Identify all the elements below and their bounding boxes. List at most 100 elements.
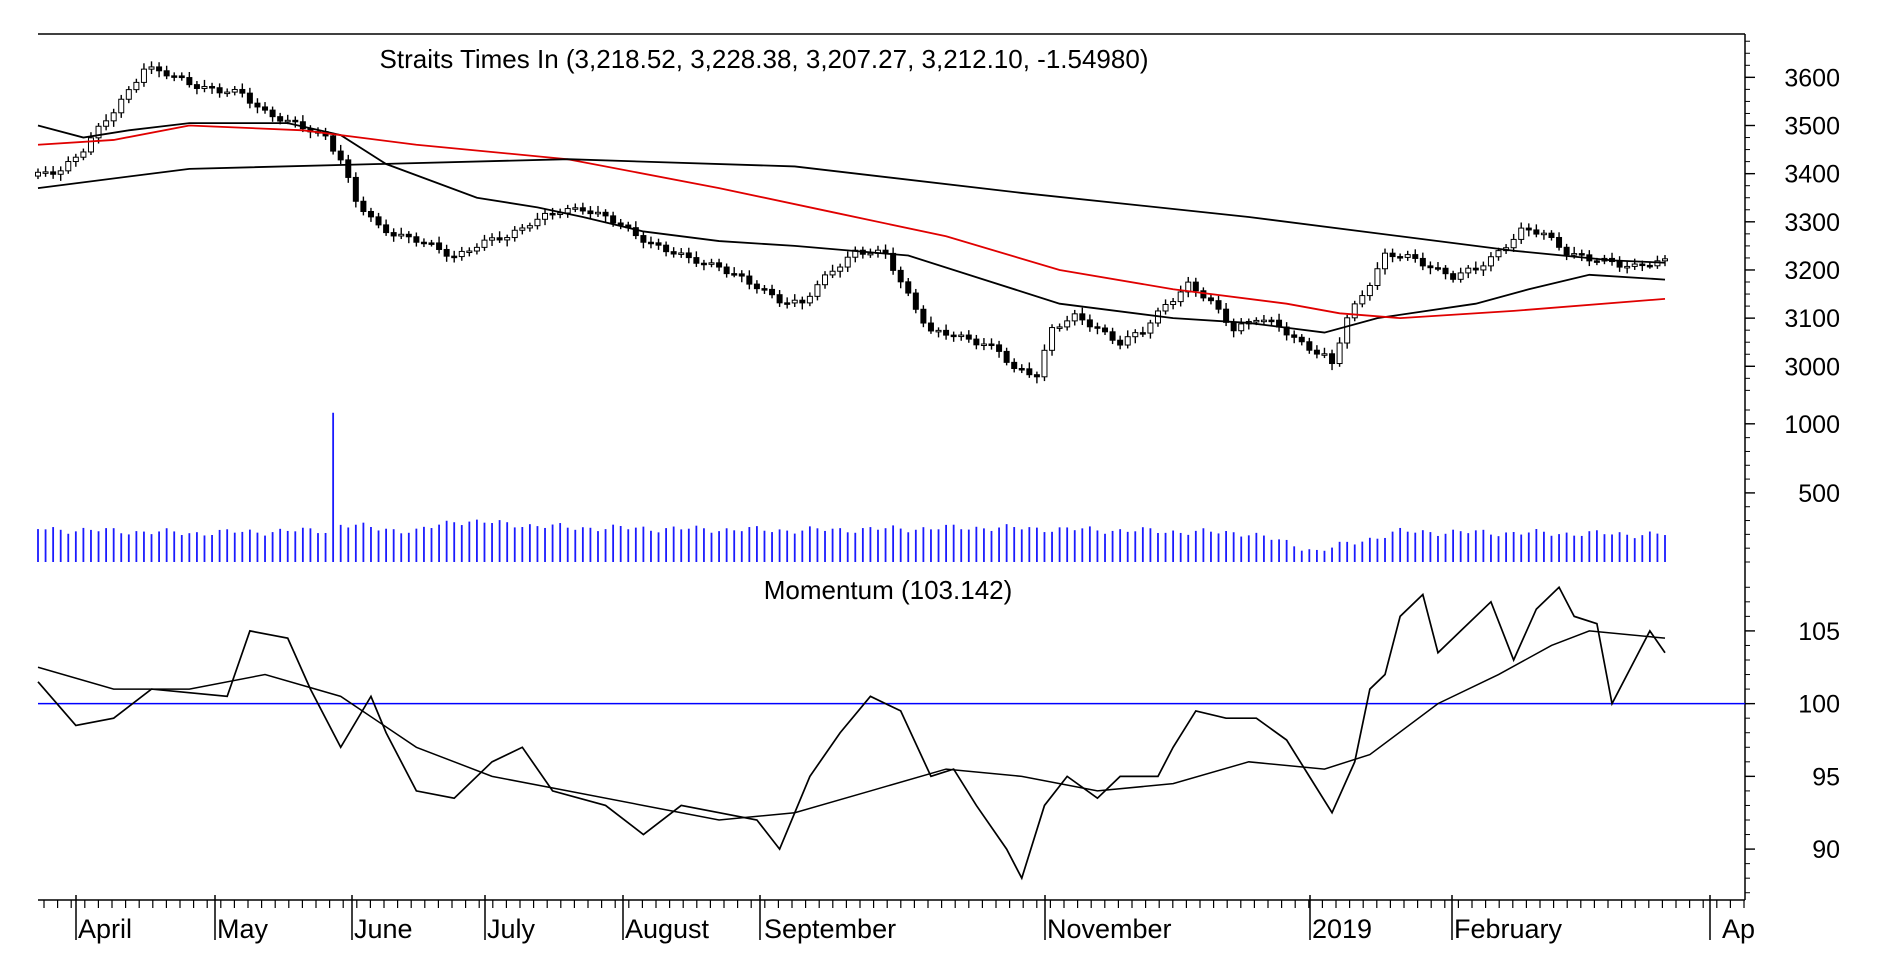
- candle-body: [436, 242, 443, 250]
- moving-average-lines: [37, 122, 1666, 334]
- candle-body: [511, 229, 518, 239]
- candle-body: [1427, 265, 1434, 269]
- x-tick-label: Ap: [1722, 914, 1755, 944]
- candle-body: [398, 233, 405, 237]
- candle-body: [526, 225, 533, 229]
- candle-body: [352, 176, 359, 202]
- plot-area-frame: [38, 33, 1746, 901]
- candle-body: [1011, 361, 1018, 369]
- candle-body: [1041, 349, 1048, 378]
- candle-body: [156, 66, 163, 72]
- candle-body: [1139, 332, 1146, 335]
- candle-body: [905, 281, 912, 294]
- candle-body: [1147, 322, 1154, 334]
- candle-body: [1540, 232, 1547, 236]
- candle-body: [1192, 281, 1199, 292]
- candle-body: [594, 211, 601, 215]
- candle-body: [1472, 267, 1479, 271]
- candle-body: [269, 109, 276, 118]
- candle-body: [413, 236, 420, 243]
- momentum-axis-tick-label: 100: [1798, 691, 1840, 719]
- candle-body: [1177, 291, 1184, 303]
- candle-body: [140, 68, 147, 83]
- candle-body: [912, 292, 919, 310]
- candle-body: [42, 171, 49, 174]
- candle-body: [405, 233, 412, 238]
- candle-body: [489, 237, 496, 241]
- x-tick-label: November: [1047, 914, 1172, 944]
- candle-body: [1480, 265, 1487, 271]
- candle-body: [443, 248, 450, 257]
- red-moving-average-line: [37, 124, 1666, 320]
- candle-body: [1533, 229, 1540, 235]
- candle-body: [1329, 353, 1336, 365]
- candle-body: [1170, 301, 1177, 306]
- candle-body: [1548, 232, 1555, 238]
- price-axis-tick-label: 3100: [1784, 305, 1840, 333]
- price-axis-tick-label: 3600: [1784, 64, 1840, 92]
- candle-body: [647, 241, 654, 245]
- candle-body: [617, 222, 624, 226]
- candle-body: [897, 269, 904, 283]
- candle-body: [367, 210, 374, 218]
- candle-body: [148, 66, 155, 70]
- moving-average-line: [37, 158, 1666, 264]
- candle-body: [1434, 267, 1441, 270]
- candle-body: [383, 224, 390, 234]
- candle-body: [1419, 257, 1426, 267]
- candle-body: [814, 284, 821, 297]
- candle-body: [542, 212, 549, 220]
- candle-body: [360, 200, 367, 212]
- candle-body: [133, 81, 140, 91]
- candle-body: [1313, 349, 1320, 355]
- candle-body: [746, 275, 753, 285]
- candle-body: [481, 239, 488, 248]
- volume-axis-tick-label: 1000: [1784, 411, 1840, 439]
- candle-body: [950, 334, 957, 338]
- candle-body: [655, 242, 662, 246]
- candle-body: [1117, 339, 1124, 346]
- price-axis-tick-label: 3000: [1784, 353, 1840, 381]
- candle-body: [231, 88, 238, 93]
- candle-body: [927, 322, 934, 332]
- candle-body: [1200, 290, 1207, 299]
- moving-average-line: [37, 122, 1666, 334]
- candle-body: [1450, 273, 1457, 280]
- candle-body: [1102, 327, 1109, 333]
- candle-body: [1094, 326, 1101, 329]
- x-tick-label: April: [78, 914, 132, 944]
- x-axis: April May June July August September November 2…: [43, 895, 1755, 944]
- candle-body: [784, 302, 791, 305]
- candle-body: [1003, 350, 1010, 363]
- candle-body: [1306, 341, 1313, 351]
- candle-body: [1662, 258, 1668, 262]
- candle-body: [678, 252, 685, 255]
- candle-body: [1457, 272, 1464, 280]
- candle-body: [867, 252, 874, 256]
- candle-body: [632, 227, 639, 237]
- candle-body: [1616, 261, 1623, 268]
- x-tick-label: June: [354, 914, 413, 944]
- candle-body: [72, 156, 79, 163]
- candle-body: [1631, 263, 1638, 267]
- candle-body: [1298, 336, 1305, 343]
- candle-body: [1366, 284, 1373, 297]
- x-tick-label: February: [1454, 914, 1563, 944]
- candle-body: [1389, 252, 1396, 258]
- candle-body: [1344, 317, 1351, 344]
- candle-body: [201, 86, 208, 89]
- momentum-axis-tick-label: 105: [1798, 618, 1840, 646]
- candle-body: [1374, 268, 1381, 286]
- price-axis-tick-label: 3200: [1784, 257, 1840, 285]
- candle-body: [579, 207, 586, 212]
- candle-body: [1162, 304, 1169, 312]
- candle-body: [390, 232, 397, 237]
- candle-body: [171, 75, 178, 78]
- candle-body: [572, 207, 579, 210]
- candle-body: [1260, 319, 1267, 323]
- candle-body: [723, 266, 730, 275]
- candle-body: [1132, 332, 1139, 338]
- candle-body: [980, 343, 987, 347]
- candle-body: [163, 70, 170, 77]
- price-panel-title: Straits Times In (3,218.52, 3,228.38, 3,…: [380, 44, 1149, 74]
